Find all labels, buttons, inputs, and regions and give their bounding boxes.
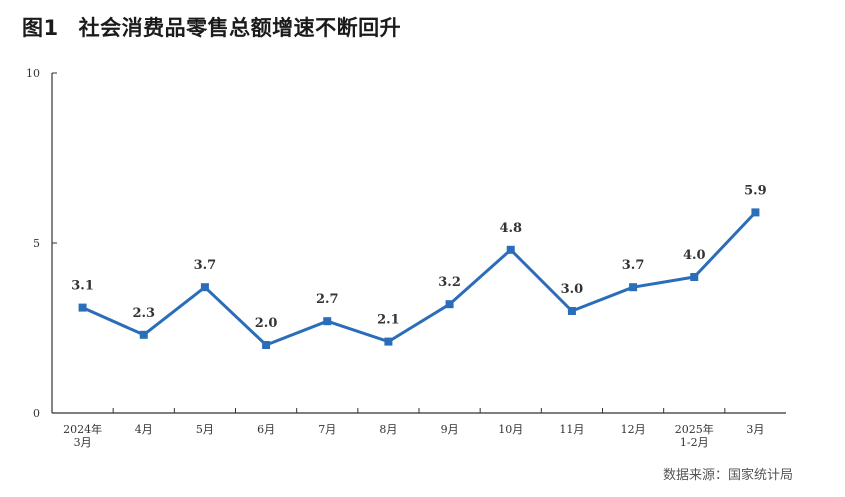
data-label: 4.8 bbox=[499, 221, 522, 236]
data-source: 数据来源：国家统计局 bbox=[662, 468, 793, 483]
data-label: 2.1 bbox=[377, 313, 400, 328]
data-label: 3.7 bbox=[194, 258, 217, 273]
x-tick-label: 2024年 3月 bbox=[63, 422, 102, 449]
x-tick-label: 10月 bbox=[498, 423, 523, 436]
x-tick-label: 7月 bbox=[318, 423, 336, 436]
x-tick-label: 6月 bbox=[257, 423, 275, 436]
data-label: 3.0 bbox=[561, 282, 584, 297]
data-point bbox=[751, 208, 760, 217]
x-tick-label: 8月 bbox=[379, 423, 397, 436]
data-point bbox=[506, 245, 515, 254]
data-label: 3.2 bbox=[438, 275, 461, 290]
data-point bbox=[690, 273, 699, 281]
x-tick-label: 3月 bbox=[746, 423, 764, 436]
data-point bbox=[139, 330, 148, 339]
data-label: 3.7 bbox=[622, 258, 645, 273]
figure-label: 图1 bbox=[22, 16, 59, 40]
data-label: 2.3 bbox=[132, 306, 155, 321]
data-point bbox=[384, 337, 393, 346]
data-point bbox=[445, 300, 454, 309]
data-point bbox=[323, 317, 332, 326]
x-tick-label: 12月 bbox=[621, 423, 646, 436]
y-tick-label: 0 bbox=[33, 407, 40, 420]
data-label: 3.1 bbox=[71, 279, 94, 294]
data-point bbox=[78, 303, 87, 312]
x-tick-label: 5月 bbox=[196, 423, 214, 436]
x-tick-label: 2025年 1-2月 bbox=[675, 422, 714, 449]
data-point bbox=[262, 341, 271, 349]
chart-title: 图1 社会消费品零售总额增速不断回升 bbox=[22, 12, 401, 42]
x-tick-label: 11月 bbox=[559, 423, 584, 436]
data-label: 5.9 bbox=[744, 183, 767, 198]
data-point bbox=[629, 283, 638, 292]
y-tick-label: 10 bbox=[26, 67, 40, 80]
x-tick-label: 4月 bbox=[135, 423, 153, 436]
data-point bbox=[200, 283, 209, 292]
data-label: 2.0 bbox=[255, 316, 278, 331]
x-tick-label: 9月 bbox=[441, 423, 459, 436]
series-line bbox=[81, 211, 757, 347]
title-text: 社会消费品零售总额增速不断回升 bbox=[78, 16, 402, 40]
data-label: 4.0 bbox=[683, 248, 706, 263]
y-tick-label: 5 bbox=[33, 237, 40, 250]
data-point bbox=[567, 307, 576, 315]
data-label: 2.7 bbox=[316, 292, 339, 307]
